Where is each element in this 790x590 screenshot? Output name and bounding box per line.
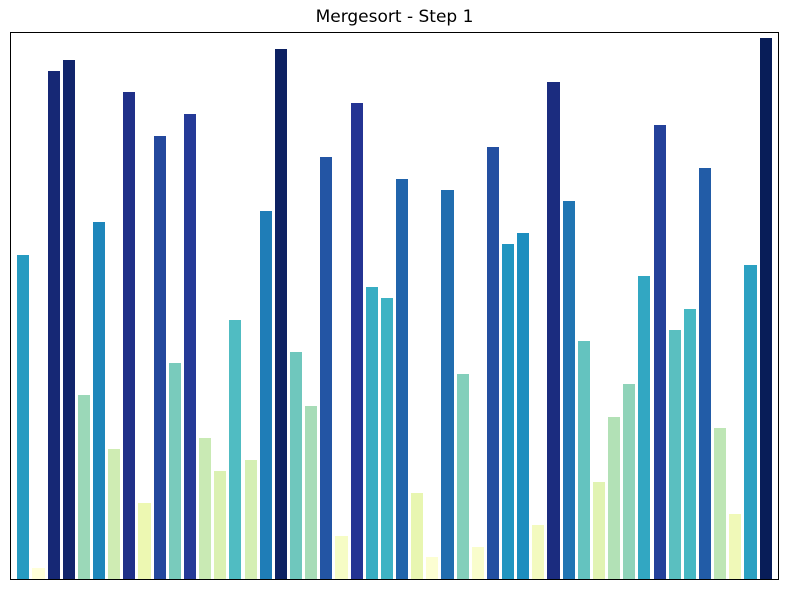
bar xyxy=(714,427,727,579)
bar xyxy=(335,535,348,579)
bar xyxy=(93,222,106,579)
bar xyxy=(729,514,742,579)
bar xyxy=(653,124,666,579)
bar xyxy=(320,157,333,579)
bar xyxy=(608,416,621,579)
bar xyxy=(683,308,696,579)
bar xyxy=(744,265,757,579)
bar xyxy=(592,481,606,579)
bar xyxy=(168,362,181,579)
bar xyxy=(199,438,212,579)
bar xyxy=(229,319,242,579)
bar xyxy=(153,135,166,579)
bar xyxy=(214,470,227,579)
bar xyxy=(547,81,560,579)
bar xyxy=(62,60,75,579)
bar xyxy=(623,384,636,579)
bar xyxy=(698,168,712,579)
bar xyxy=(532,524,545,579)
bar xyxy=(289,351,303,579)
bar xyxy=(411,492,424,579)
bar xyxy=(502,243,515,579)
bar xyxy=(244,460,257,579)
bar xyxy=(259,211,272,579)
bar xyxy=(350,103,363,579)
bar xyxy=(668,330,681,579)
chart-title: Mergesort - Step 1 xyxy=(315,7,474,27)
bar xyxy=(138,503,151,579)
bars-container xyxy=(11,33,778,579)
bar xyxy=(32,568,45,579)
bar xyxy=(456,373,469,579)
bar xyxy=(123,92,136,579)
bar xyxy=(17,254,30,579)
bar xyxy=(562,200,575,579)
bar xyxy=(365,287,378,579)
bar xyxy=(486,146,499,579)
plot-area xyxy=(10,32,779,580)
bar xyxy=(577,341,590,579)
bar xyxy=(426,557,439,579)
bar xyxy=(183,114,197,579)
bar xyxy=(380,297,393,579)
bar xyxy=(441,189,454,579)
bar xyxy=(77,395,91,579)
bar xyxy=(759,38,772,579)
bar xyxy=(471,546,484,579)
bar xyxy=(517,233,530,579)
bar xyxy=(305,406,318,579)
bar xyxy=(638,276,651,579)
bar xyxy=(108,449,121,579)
bar xyxy=(396,178,409,579)
bar xyxy=(274,49,287,579)
bar xyxy=(47,70,60,579)
